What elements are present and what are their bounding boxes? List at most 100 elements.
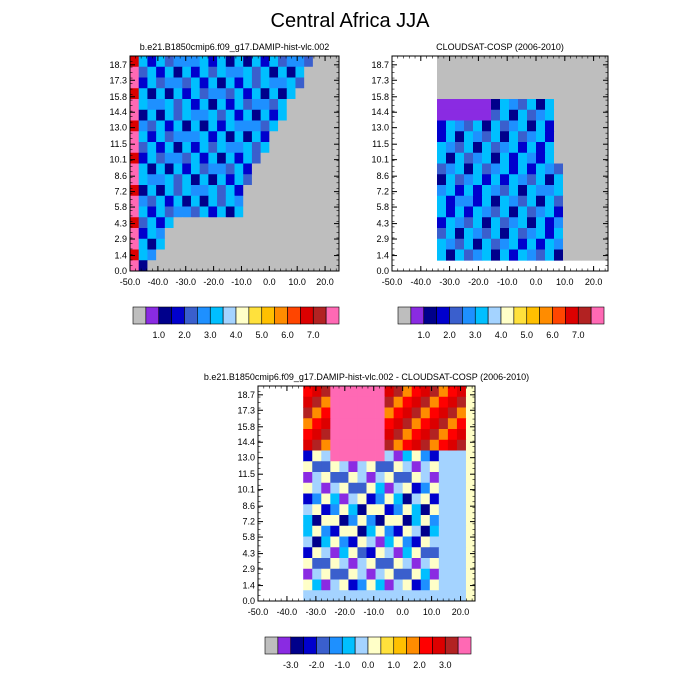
heatmap-cell <box>269 206 279 218</box>
heatmap-cell <box>234 77 244 89</box>
heatmap-cell <box>130 77 140 89</box>
heatmap-cell <box>348 407 358 419</box>
heatmap-cell <box>190 260 201 272</box>
heatmap-cell <box>348 472 358 484</box>
heatmap-cell <box>572 88 582 100</box>
heatmap-cell <box>199 99 209 111</box>
heatmap-cell <box>164 152 174 164</box>
heatmap-cell <box>286 217 296 229</box>
heatmap-cell <box>411 536 422 548</box>
heatmap-cell <box>500 120 510 132</box>
heatmap-cell <box>420 536 431 548</box>
heatmap-cell <box>438 515 449 527</box>
heatmap-cell <box>138 163 148 175</box>
heatmap-cell <box>581 109 591 121</box>
heatmap-cell <box>572 56 582 68</box>
heatmap-cell <box>482 120 492 132</box>
heatmap-cell <box>286 249 296 261</box>
heatmap-cell <box>321 472 331 484</box>
heatmap-cell <box>147 152 157 164</box>
heatmap-cell <box>286 109 296 121</box>
heatmap-cell <box>500 249 510 261</box>
heatmap-cell <box>330 590 340 602</box>
heatmap-cell <box>446 56 456 68</box>
heatmap-cell <box>357 461 367 473</box>
heatmap-cell <box>482 228 492 240</box>
heatmap-cell <box>437 142 447 154</box>
heatmap-cell <box>455 174 465 186</box>
heatmap-cell <box>182 260 192 272</box>
heatmap-cell <box>464 99 474 111</box>
heatmap-cell <box>599 206 609 218</box>
heatmap-cell <box>208 56 218 68</box>
heatmap-cell <box>402 493 413 505</box>
x-tick-label: -40.0 <box>148 277 169 287</box>
heatmap-cell <box>199 88 209 100</box>
heatmap-cell <box>464 88 474 100</box>
heatmap-cell <box>446 109 456 121</box>
heatmap-cell <box>303 450 313 462</box>
heatmap-cell <box>599 228 609 240</box>
heatmap-cell <box>173 99 183 111</box>
heatmap-cell <box>563 77 573 89</box>
heatmap-cell <box>330 174 340 186</box>
heatmap-cell <box>411 568 422 580</box>
heatmap-cell <box>312 260 322 272</box>
heatmap-cell <box>321 238 331 250</box>
heatmap-cell <box>295 249 305 261</box>
heatmap-cell <box>357 472 367 484</box>
heatmap-cell <box>130 99 140 111</box>
y-tick-label: 11.5 <box>372 139 389 149</box>
heatmap-cell <box>447 515 458 527</box>
heatmap-cell <box>447 493 458 505</box>
heatmap-cell <box>321 131 331 143</box>
heatmap-cell <box>545 238 555 250</box>
heatmap-cell <box>303 590 313 602</box>
heatmap-cell <box>173 217 183 229</box>
heatmap-cell <box>527 77 537 89</box>
x-tick-label: 20.0 <box>585 277 603 287</box>
heatmap-cell <box>164 185 174 197</box>
heatmap-cell <box>500 142 510 154</box>
heatmap-cell <box>465 482 476 494</box>
heatmap-cell <box>420 418 431 430</box>
x-tick-label: -10.0 <box>231 277 252 287</box>
heatmap-cell <box>375 504 385 516</box>
heatmap-cell <box>303 547 313 559</box>
heatmap-cell <box>357 407 367 419</box>
heatmap-cell <box>572 131 582 143</box>
heatmap-cell <box>295 163 305 175</box>
colorbar-box <box>222 306 237 325</box>
heatmap-cell <box>581 206 591 218</box>
heatmap-cell <box>473 238 483 250</box>
heatmap-cell <box>278 249 288 261</box>
heatmap-cell <box>536 88 546 100</box>
heatmap-cell <box>473 109 483 121</box>
heatmap-cell <box>473 77 483 89</box>
heatmap-cell <box>147 99 157 111</box>
colorbar-label: 3.0 <box>204 330 217 340</box>
heatmap-cell <box>251 77 262 89</box>
heatmap-cell <box>446 174 456 186</box>
heatmap-cell <box>518 163 528 175</box>
heatmap-cell <box>304 131 314 143</box>
y-tick-label: 8.6 <box>242 501 255 511</box>
x-tick-label: -30.0 <box>306 607 327 617</box>
heatmap-cell <box>138 66 148 78</box>
heatmap-cell <box>536 131 546 143</box>
heatmap-cell <box>348 525 358 537</box>
chart-panel-3: b.e21.B1850cmip6.f09_g17.DAMIP-hist-vlc.… <box>204 372 529 670</box>
heatmap-cell <box>411 482 422 494</box>
heatmap-cell <box>164 77 174 89</box>
heatmap-cell <box>251 99 262 111</box>
heatmap-cell <box>572 142 582 154</box>
heatmap-cell <box>581 99 591 111</box>
heatmap-cell <box>330 579 340 591</box>
heatmap-cell <box>464 228 474 240</box>
heatmap-cell <box>173 77 183 89</box>
heatmap-cell <box>456 429 467 441</box>
colorbar-label: 2.0 <box>413 660 426 670</box>
heatmap-cell <box>572 174 582 186</box>
heatmap-cell <box>234 217 244 229</box>
heatmap-cell <box>260 249 270 261</box>
